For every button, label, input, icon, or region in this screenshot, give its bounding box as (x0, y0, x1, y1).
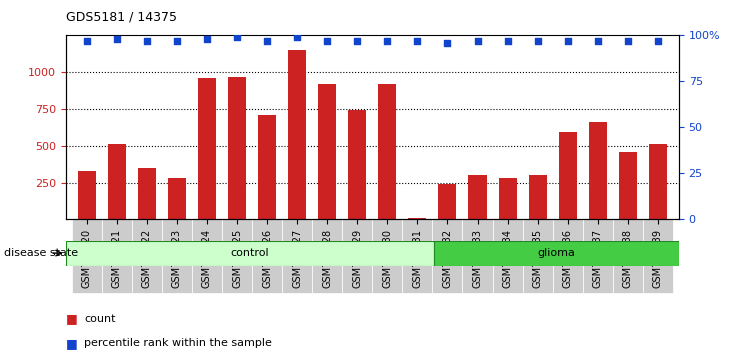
Point (351, 38, 363, 44)
Point (442, 40, 453, 46)
Bar (649, 144, 667, 219)
Bar (378, 84, 396, 219)
FancyBboxPatch shape (222, 219, 252, 293)
FancyBboxPatch shape (612, 219, 643, 293)
Point (171, 38, 182, 44)
FancyBboxPatch shape (463, 219, 493, 293)
Text: count: count (84, 314, 115, 324)
Point (502, 38, 513, 44)
Bar (198, 78, 216, 219)
Bar (434, 241, 679, 266)
Point (201, 36, 213, 42)
FancyBboxPatch shape (282, 219, 312, 293)
FancyBboxPatch shape (192, 219, 222, 293)
Point (472, 38, 483, 44)
Bar (408, 218, 426, 219)
FancyBboxPatch shape (312, 219, 342, 293)
Bar (168, 178, 186, 219)
FancyBboxPatch shape (72, 219, 101, 293)
Bar (619, 153, 637, 219)
FancyBboxPatch shape (101, 219, 132, 293)
Bar (499, 177, 517, 219)
Point (382, 38, 393, 44)
Bar (138, 168, 156, 219)
FancyBboxPatch shape (402, 219, 432, 293)
Point (652, 38, 664, 44)
FancyBboxPatch shape (583, 219, 612, 293)
Point (321, 38, 333, 44)
Bar (108, 144, 126, 219)
Point (562, 38, 574, 44)
Point (81, 38, 93, 44)
Point (531, 38, 543, 44)
Text: GDS5181 / 14375: GDS5181 / 14375 (66, 11, 177, 24)
Point (231, 34, 243, 40)
FancyBboxPatch shape (643, 219, 673, 293)
Bar (558, 132, 577, 219)
Bar (228, 78, 246, 219)
FancyBboxPatch shape (342, 219, 372, 293)
Bar (348, 110, 366, 219)
Point (261, 38, 273, 44)
Bar (439, 184, 456, 219)
FancyBboxPatch shape (372, 219, 402, 293)
Point (622, 38, 634, 44)
Bar (77, 171, 96, 219)
FancyBboxPatch shape (523, 219, 553, 293)
Text: control: control (231, 248, 269, 258)
FancyBboxPatch shape (432, 219, 463, 293)
FancyBboxPatch shape (493, 219, 523, 293)
Point (592, 38, 604, 44)
Bar (288, 50, 306, 219)
Text: disease state: disease state (4, 248, 78, 258)
FancyBboxPatch shape (553, 219, 583, 293)
FancyBboxPatch shape (252, 219, 282, 293)
Bar (318, 84, 337, 219)
FancyBboxPatch shape (162, 219, 192, 293)
FancyBboxPatch shape (132, 219, 162, 293)
Text: percentile rank within the sample: percentile rank within the sample (84, 338, 272, 348)
Bar (258, 115, 276, 219)
Text: ■: ■ (66, 312, 77, 325)
Point (111, 36, 123, 42)
Text: ■: ■ (66, 337, 77, 350)
Point (412, 38, 423, 44)
Bar (588, 121, 607, 219)
Bar (66, 241, 434, 266)
Point (291, 34, 303, 40)
Bar (529, 175, 547, 219)
Text: glioma: glioma (537, 248, 575, 258)
Point (141, 38, 153, 44)
Bar (469, 175, 486, 219)
